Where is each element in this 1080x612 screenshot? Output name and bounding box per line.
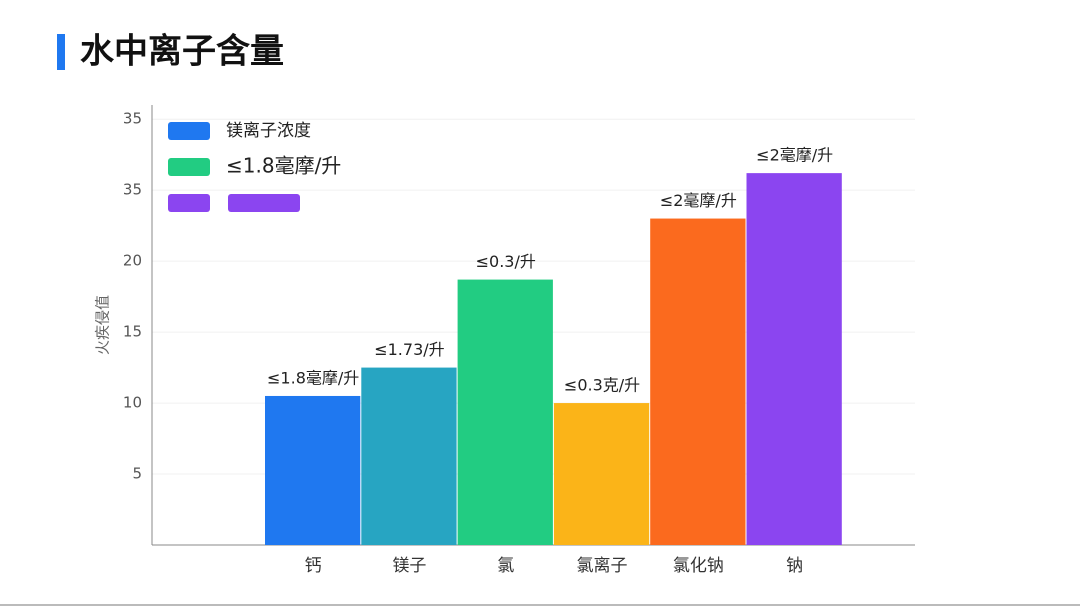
bar	[265, 395, 361, 545]
bar	[650, 218, 746, 545]
x-tick-label: 镁子	[392, 556, 426, 576]
bar-annotation: ≤1.73/升	[374, 340, 444, 359]
y-tick-label: 20	[123, 252, 142, 270]
y-tick-label: 35	[123, 110, 142, 128]
y-tick-label: 15	[123, 323, 142, 341]
legend-swatch	[168, 122, 210, 140]
bar-annotation: ≤2毫摩/升	[756, 146, 833, 165]
legend-label: 镁离子浓度	[226, 121, 311, 141]
bar-annotation: ≤2毫摩/升	[660, 191, 737, 210]
y-tick-label: 5	[132, 465, 142, 483]
x-tick-label: 氯化钠	[673, 556, 724, 576]
legend-swatch	[168, 158, 210, 176]
x-tick-label: 氯	[497, 556, 514, 576]
legend-swatch	[168, 194, 210, 212]
title-accent	[57, 34, 65, 70]
bar	[361, 367, 457, 545]
legend-label: ≤1.8毫摩/升	[226, 154, 341, 178]
y-tick-label: 10	[123, 394, 142, 412]
x-tick-label: 钠	[786, 556, 803, 576]
bar	[746, 173, 842, 545]
bar	[553, 403, 650, 545]
bar-annotation: ≤1.8毫摩/升	[267, 368, 359, 387]
bar	[457, 279, 553, 545]
bar-annotation: ≤0.3克/升	[564, 376, 640, 395]
y-axis-label: 火疾侵值	[94, 295, 112, 355]
bar-annotation: ≤0.3/升	[476, 252, 536, 271]
chart-title: 水中离子含量	[80, 32, 284, 72]
legend-placeholder	[228, 194, 300, 212]
y-tick-label: 35	[123, 181, 142, 199]
x-tick-label: 氯离子	[577, 556, 628, 576]
x-tick-label: 钙	[305, 556, 322, 576]
